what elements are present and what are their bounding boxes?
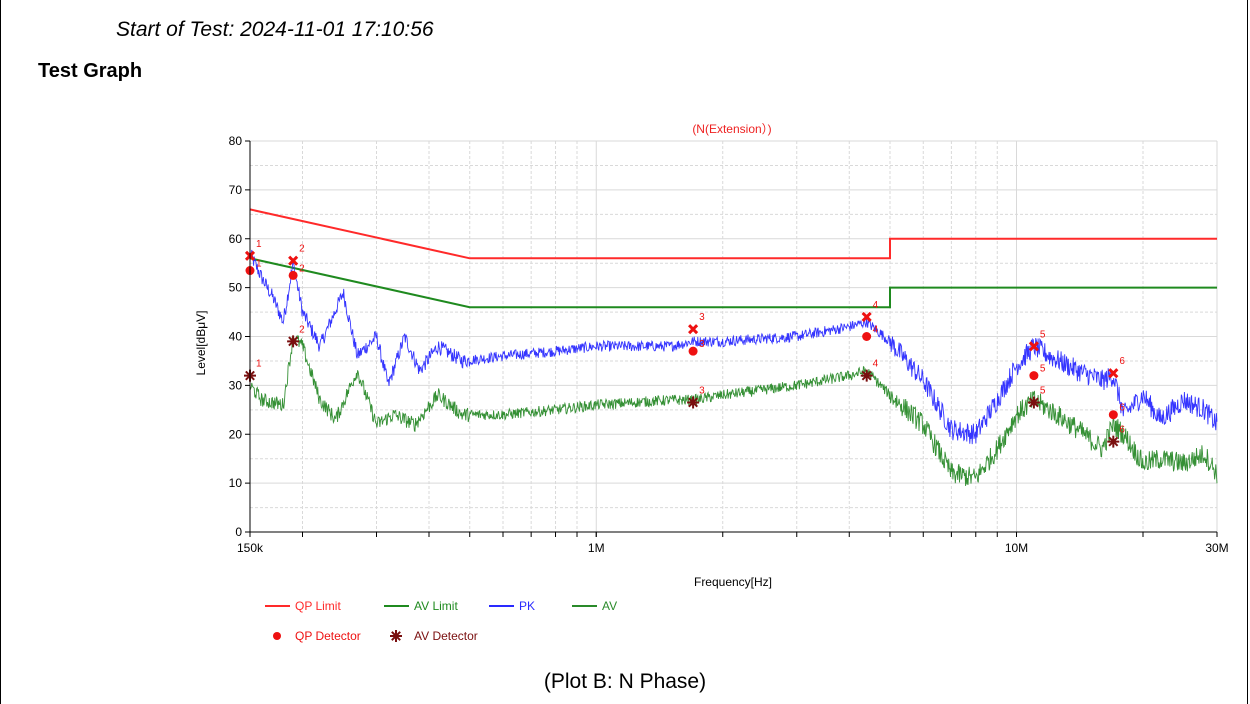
chart-title: (N(Extension）) (692, 122, 771, 136)
pk-peak-label: 5 (1040, 329, 1046, 340)
av-detector-label: 5 (1040, 385, 1046, 396)
y-axis-label: Level[dBμV] (194, 311, 208, 376)
y-tick-label: 10 (229, 476, 243, 490)
pk-peak-label: 2 (299, 244, 305, 255)
trace-lines (249, 249, 1218, 487)
qp-detector-point (862, 332, 872, 341)
qp-detector-point (1108, 410, 1118, 420)
y-tick-label: 70 (229, 183, 243, 197)
av-detector-point (1107, 435, 1120, 448)
legend-swatch (390, 630, 402, 642)
detector-markers: 1 2 3 4 5 6 1 2 3 4 5 6 1 2 3 4 5 6 (244, 239, 1125, 448)
pk-peak-label: 6 (1119, 356, 1125, 367)
pk-peak-label: 3 (699, 312, 705, 323)
pk-peak-marker (688, 324, 699, 335)
av-detector-point (1027, 396, 1040, 409)
legend-item-label: AV Limit (414, 599, 458, 613)
av-limit-line (249, 257, 1217, 309)
qp-limit-line (249, 208, 1217, 260)
legend-item-label: QP Limit (295, 599, 341, 613)
qp-detector-label: 4 (873, 325, 879, 336)
y-tick-label: 80 (229, 134, 243, 148)
section-title: Test Graph (38, 60, 143, 82)
av-detector-label: 4 (873, 359, 879, 370)
av-detector-label: 3 (699, 385, 705, 396)
pk-peak-marker (1028, 341, 1039, 352)
pk-peak-label: 1 (256, 239, 262, 250)
legend-item-label: QP Detector (295, 629, 361, 643)
x-tick-label: 10M (1005, 541, 1028, 555)
legend-item-label: PK (519, 599, 535, 613)
legend-item-label: AV Detector (414, 629, 478, 643)
av-detector-label: 2 (299, 324, 305, 335)
pk-peak-marker (861, 311, 872, 323)
qp-detector-label: 5 (1040, 364, 1046, 375)
qp-detector-label: 6 (1119, 403, 1125, 414)
av-detector-point (287, 335, 300, 348)
y-tick-label: 60 (229, 232, 243, 246)
y-tick-label: 20 (229, 427, 243, 441)
x-axis-label: Frequency[Hz] (694, 575, 772, 589)
y-tick-label: 50 (229, 281, 243, 295)
limit-lines (249, 208, 1217, 309)
qp-detector-label: 3 (699, 339, 705, 350)
qp-detector-point (288, 270, 298, 280)
pk-peak-marker (1108, 368, 1119, 379)
y-tick-label: 40 (229, 330, 243, 344)
legend-item-label: AV (602, 599, 617, 613)
x-tick-label: 30M (1205, 541, 1228, 555)
pk-peak-label: 4 (873, 300, 879, 311)
pk-trace (249, 249, 1218, 445)
pk-peak-marker (288, 255, 299, 266)
chart-axes: 0 10 20 30 40 50 60 70 80 150k 1M 10M 30M (229, 134, 1229, 555)
qp-detector-point (1029, 371, 1039, 381)
chart-legend: QP Limit AV Limit PK AV QP Detector AV Detect… (265, 599, 617, 643)
x-tick-label: 1M (588, 541, 605, 555)
y-tick-label: 0 (235, 525, 242, 539)
av-trace (249, 334, 1218, 487)
plot-caption: (Plot B: N Phase) (543, 670, 707, 693)
start-of-test-label: Start of Test: 2024-11-01 17:10:56 (116, 18, 434, 41)
x-tick-label: 150k (237, 541, 264, 555)
qp-detector-label: 2 (299, 263, 305, 274)
qp-detector-label: 1 (256, 259, 262, 270)
qp-detector-point (688, 346, 698, 356)
av-detector-label: 6 (1119, 425, 1125, 436)
y-tick-label: 30 (229, 378, 243, 392)
av-detector-point (687, 396, 700, 409)
av-detector-label: 1 (256, 359, 262, 370)
legend-swatch (273, 632, 281, 640)
av-detector-point (860, 369, 873, 382)
